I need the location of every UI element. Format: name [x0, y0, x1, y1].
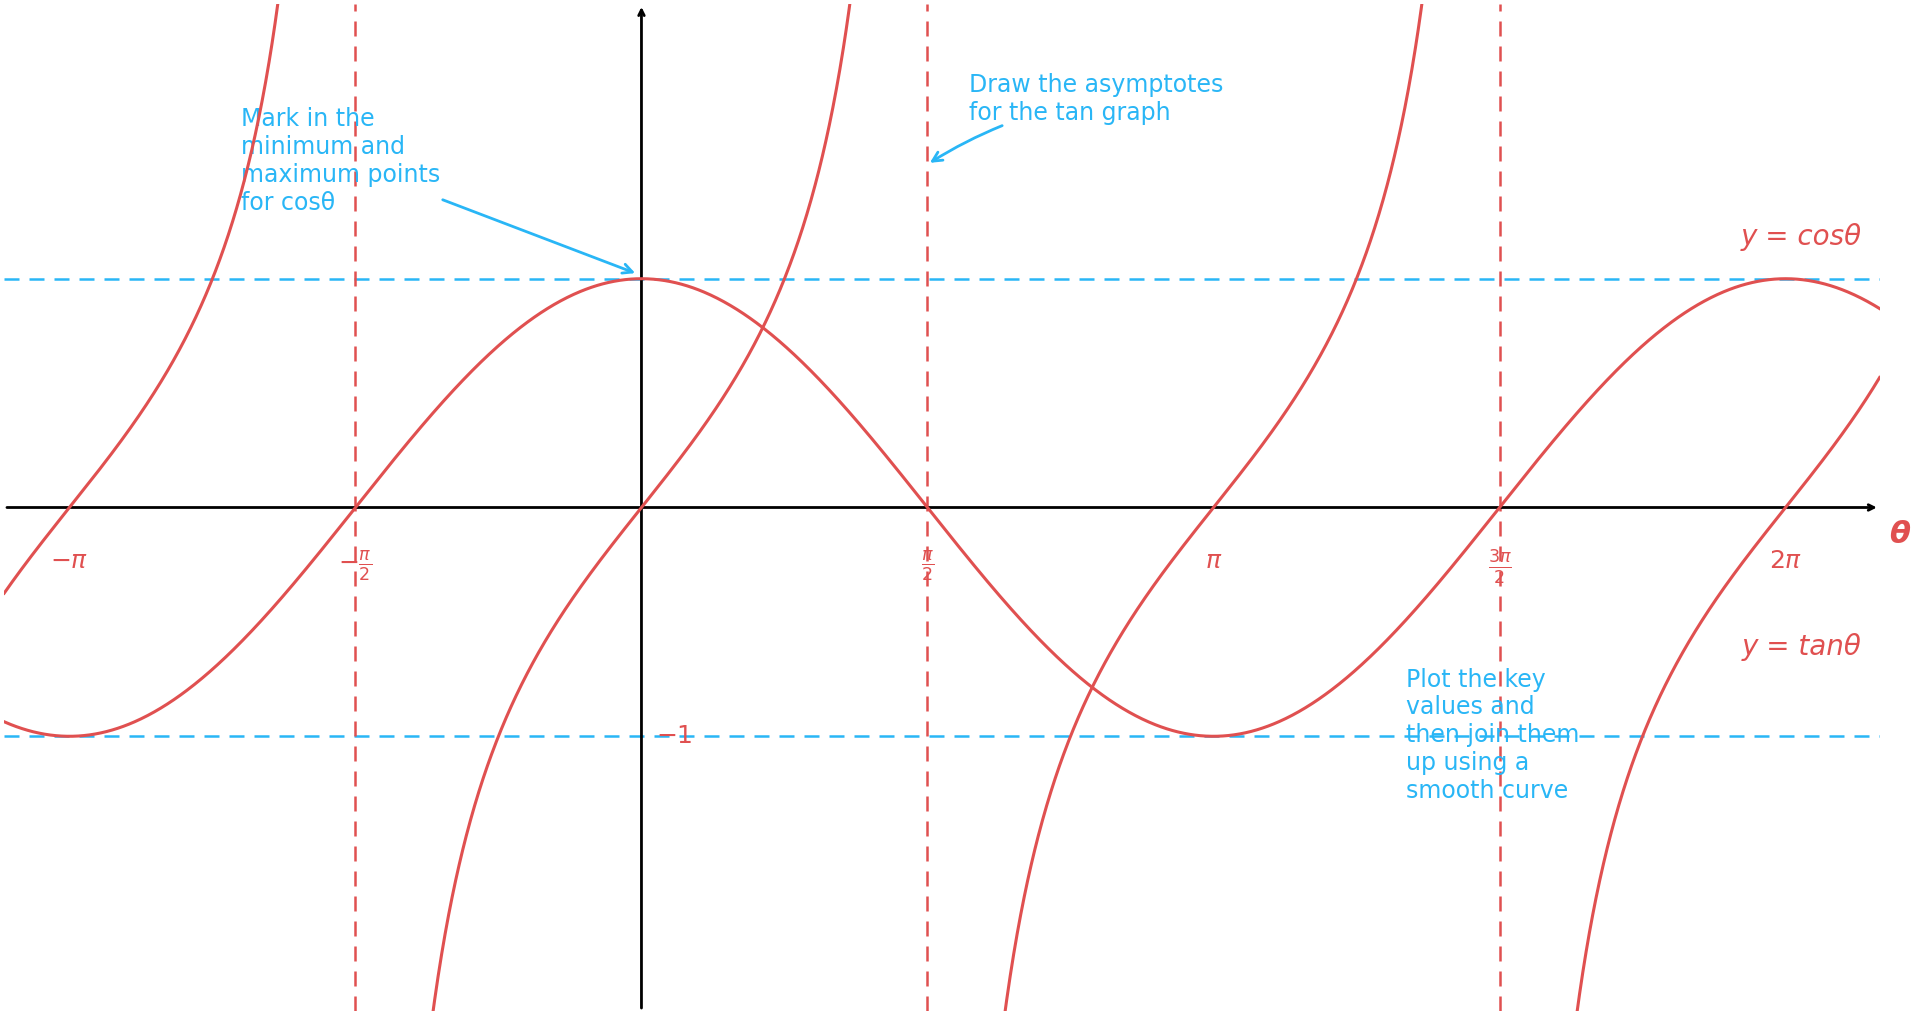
Text: y = cosθ: y = cosθ: [1740, 223, 1862, 252]
Text: $\frac{\pi}{2}$: $\frac{\pi}{2}$: [922, 549, 935, 584]
Text: y = tanθ: y = tanθ: [1742, 633, 1862, 662]
Text: Mark in the
minimum and
maximum points
for cosθ: Mark in the minimum and maximum points f…: [241, 108, 633, 273]
Text: Draw the asymptotes
for the tan graph: Draw the asymptotes for the tan graph: [933, 73, 1224, 161]
Text: $\frac{3\pi}{2}$: $\frac{3\pi}{2}$: [1488, 549, 1512, 587]
Text: $-1$: $-1$: [656, 725, 692, 748]
Text: Plot the key
values and
then join them
up using a
smooth curve: Plot the key values and then join them u…: [1405, 668, 1579, 803]
Text: $\pi$: $\pi$: [1205, 549, 1222, 572]
Text: $-\frac{\pi}{2}$: $-\frac{\pi}{2}$: [338, 549, 373, 584]
Text: $-\pi$: $-\pi$: [50, 549, 88, 572]
Text: θ: θ: [1889, 521, 1910, 549]
Text: $2\pi$: $2\pi$: [1769, 549, 1803, 572]
